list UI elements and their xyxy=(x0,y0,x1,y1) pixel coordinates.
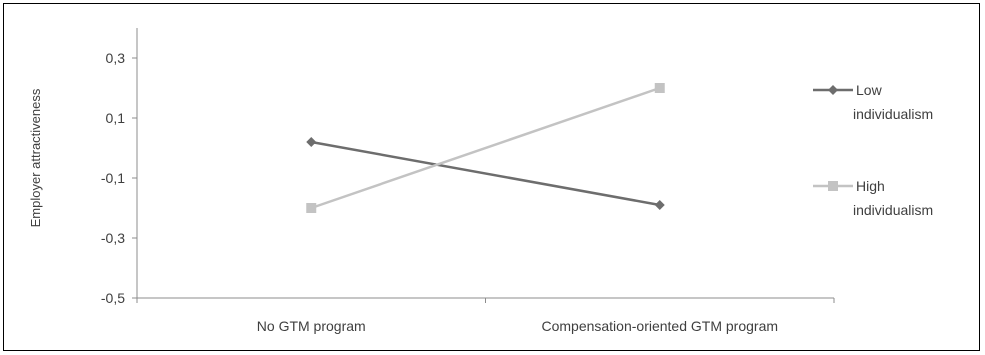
series-line xyxy=(311,140,660,207)
data-point xyxy=(654,83,665,93)
y-tick-label: 0,3 xyxy=(106,50,126,66)
legend-label: Low xyxy=(856,82,883,98)
legend-label: individualism xyxy=(853,106,933,122)
legend-marker xyxy=(828,181,838,191)
x-tick-label: Compensation-oriented GTM program xyxy=(541,318,778,334)
legend-label: individualism xyxy=(853,202,933,218)
chart-frame xyxy=(3,3,980,351)
data-point xyxy=(306,137,317,147)
series-line xyxy=(310,86,661,210)
x-tick-label: No GTM program xyxy=(257,318,366,334)
y-tick-label: -0,5 xyxy=(101,290,125,306)
series-layer xyxy=(306,83,665,213)
y-axis-title: Employer attractiveness xyxy=(28,88,43,227)
y-tick-label: -0,3 xyxy=(101,230,125,246)
data-point xyxy=(306,203,317,213)
legend-marker xyxy=(828,85,838,95)
legend: Low individualism High individualism xyxy=(813,82,933,218)
legend-item: High individualism xyxy=(813,178,933,218)
y-ticks: 0,3 0,1 -0,1 -0,3 -0,5 xyxy=(101,50,137,306)
series-high-individualism xyxy=(306,83,665,213)
data-point xyxy=(654,200,665,210)
legend-label: High xyxy=(856,178,885,194)
x-ticks: No GTM program Compensation-oriented GTM … xyxy=(136,298,835,334)
legend-item: Low individualism xyxy=(813,82,933,122)
y-tick-label: 0,1 xyxy=(106,110,126,126)
series-low-individualism xyxy=(306,137,665,210)
axes xyxy=(136,28,834,299)
y-tick-label: -0,1 xyxy=(101,170,125,186)
